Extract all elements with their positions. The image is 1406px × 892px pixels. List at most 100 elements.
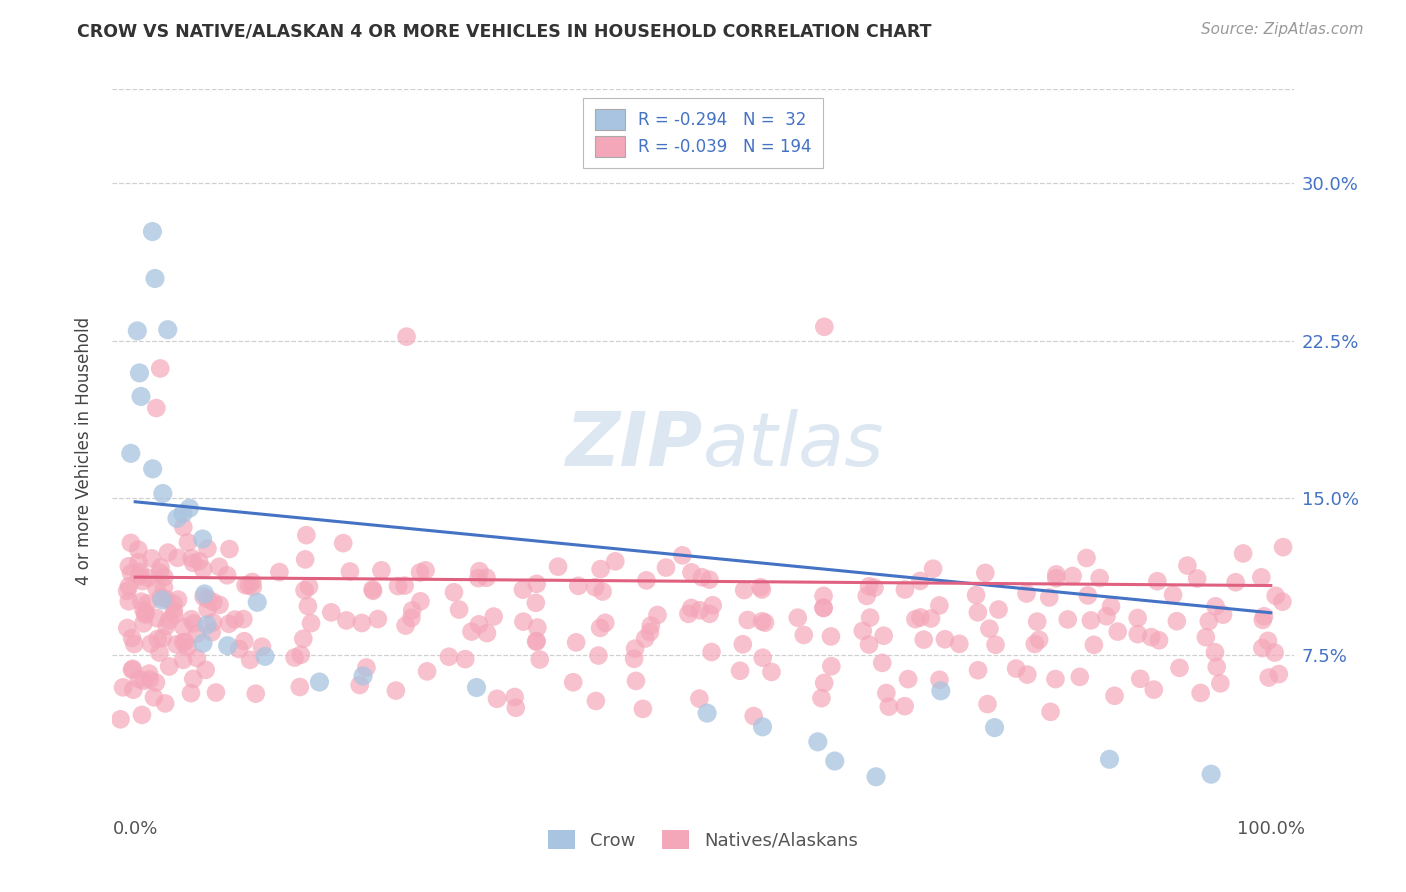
- Point: [786, 611, 808, 625]
- Point: [134, 607, 156, 622]
- Point: [529, 652, 551, 666]
- Point: [120, 566, 142, 581]
- Point: [1126, 611, 1149, 625]
- Point: [824, 754, 846, 768]
- Point: [232, 612, 254, 626]
- Point: [475, 571, 498, 585]
- Point: [512, 582, 534, 597]
- Point: [208, 559, 231, 574]
- Point: [128, 672, 150, 686]
- Point: [912, 632, 935, 647]
- Point: [1198, 614, 1220, 628]
- Point: [983, 721, 1005, 735]
- Point: [984, 638, 1007, 652]
- Point: [605, 554, 627, 568]
- Point: [1098, 752, 1121, 766]
- Point: [512, 615, 534, 629]
- Point: [153, 570, 176, 584]
- Point: [217, 639, 239, 653]
- Point: [115, 584, 138, 599]
- Point: [233, 634, 256, 648]
- Point: [167, 592, 190, 607]
- Point: [749, 580, 772, 594]
- Point: [297, 599, 319, 613]
- Point: [349, 678, 371, 692]
- Point: [152, 486, 174, 500]
- Point: [335, 614, 357, 628]
- Point: [1069, 670, 1091, 684]
- Point: [186, 626, 208, 640]
- Point: [394, 618, 416, 632]
- Y-axis label: 4 or more Vehicles in Household: 4 or more Vehicles in Household: [75, 317, 93, 584]
- Point: [387, 579, 409, 593]
- Point: [974, 566, 997, 580]
- Point: [242, 580, 264, 594]
- Point: [565, 635, 588, 649]
- Point: [813, 601, 835, 615]
- Point: [505, 700, 527, 714]
- Point: [1209, 676, 1232, 690]
- Point: [308, 675, 330, 690]
- Point: [813, 676, 835, 690]
- Point: [1177, 558, 1199, 573]
- Point: [1205, 599, 1227, 614]
- Point: [385, 683, 408, 698]
- Point: [1147, 633, 1170, 648]
- Point: [127, 324, 149, 338]
- Point: [1088, 571, 1111, 585]
- Point: [172, 507, 194, 521]
- Point: [1143, 682, 1166, 697]
- Point: [1257, 633, 1279, 648]
- Point: [122, 637, 145, 651]
- Point: [118, 579, 141, 593]
- Point: [589, 562, 612, 576]
- Point: [224, 613, 246, 627]
- Point: [449, 602, 471, 616]
- Point: [136, 596, 159, 610]
- Point: [987, 602, 1010, 616]
- Point: [1045, 571, 1067, 585]
- Point: [240, 574, 263, 589]
- Point: [145, 401, 167, 415]
- Point: [228, 642, 250, 657]
- Point: [928, 599, 950, 613]
- Point: [193, 562, 215, 576]
- Point: [157, 613, 180, 627]
- Point: [153, 697, 176, 711]
- Point: [217, 568, 239, 582]
- Point: [174, 635, 197, 649]
- Point: [191, 636, 214, 650]
- Point: [1076, 551, 1098, 566]
- Text: Source: ZipAtlas.com: Source: ZipAtlas.com: [1201, 22, 1364, 37]
- Point: [176, 640, 198, 655]
- Point: [131, 707, 153, 722]
- Point: [634, 632, 657, 646]
- Point: [1028, 632, 1050, 647]
- Point: [696, 706, 718, 720]
- Point: [1205, 660, 1227, 674]
- Point: [468, 564, 491, 578]
- Point: [1264, 646, 1286, 660]
- Point: [793, 628, 815, 642]
- Point: [163, 608, 186, 623]
- Point: [298, 580, 321, 594]
- Point: [202, 595, 225, 609]
- Point: [173, 620, 195, 634]
- Point: [1026, 615, 1049, 629]
- Point: [733, 582, 755, 597]
- Point: [163, 597, 186, 611]
- Point: [156, 546, 179, 560]
- Point: [636, 574, 658, 588]
- Point: [728, 664, 751, 678]
- Point: [254, 649, 277, 664]
- Point: [350, 615, 373, 630]
- Point: [1045, 567, 1067, 582]
- Point: [526, 634, 548, 648]
- Point: [865, 770, 887, 784]
- Point: [1077, 589, 1099, 603]
- Point: [1251, 613, 1274, 627]
- Point: [1166, 614, 1188, 628]
- Point: [1039, 705, 1062, 719]
- Point: [163, 604, 186, 618]
- Point: [294, 583, 316, 598]
